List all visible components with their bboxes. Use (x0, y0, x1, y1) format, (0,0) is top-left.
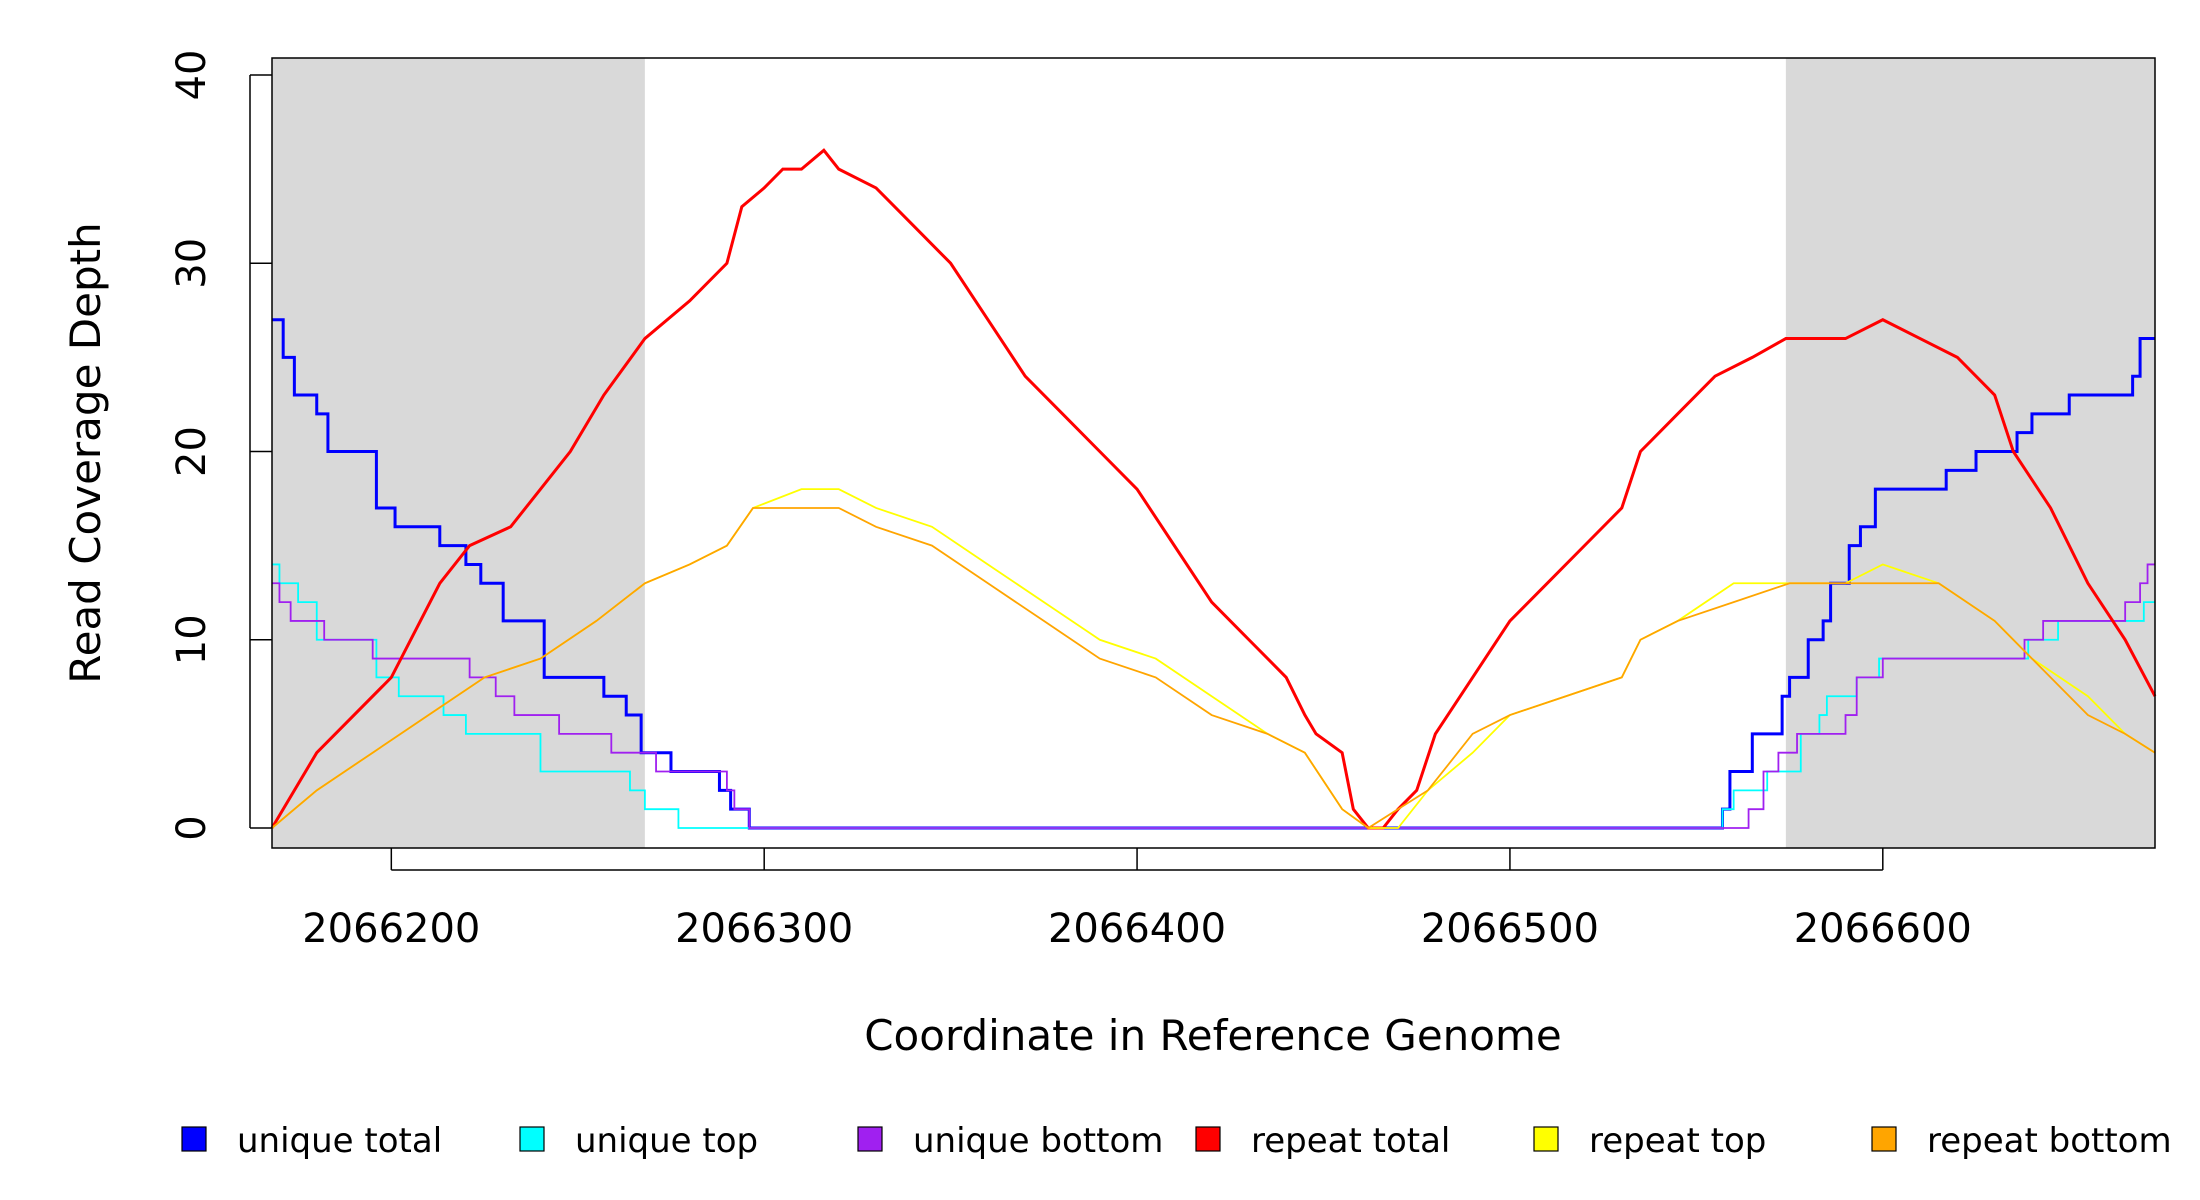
series-lines (270, 148, 2157, 830)
x-tick-label: 2066300 (675, 906, 853, 952)
legend-label-repeat-total: repeat total (1251, 1121, 1450, 1161)
x-tick-label: 2066600 (1794, 906, 1972, 952)
x-tick-label: 2066500 (1421, 906, 1599, 952)
legend-label-unique-total: unique total (237, 1121, 442, 1161)
x-axis-label: Coordinate in Reference Genome (864, 1011, 1562, 1060)
legend-swatch-repeat-total (1195, 1126, 1221, 1152)
y-tick-label: 20 (169, 426, 215, 477)
series-line-repeat-bottom (271, 507, 2156, 830)
legend-label-repeat-top: repeat top (1589, 1121, 1766, 1161)
y-tick-label: 40 (169, 50, 215, 101)
legend-label-unique-top: unique top (575, 1121, 758, 1161)
y-tick-label: 30 (169, 238, 215, 289)
series-line-unique-bottom (272, 563, 2155, 829)
shaded-regions (272, 58, 2155, 848)
legend-swatch-unique-top (519, 1126, 545, 1152)
legend-swatch-repeat-bottom (1871, 1126, 1897, 1152)
x-axis: 2066200 2066300 2066400 2066500 2066600 (302, 848, 1972, 952)
y-axis: 0 10 20 30 40 (169, 50, 272, 841)
y-axis-label: Read Coverage Depth (61, 222, 110, 683)
y-tick-label: 10 (169, 614, 215, 665)
plot-frame (271, 57, 2156, 849)
legend-swatch-unique-total (181, 1126, 207, 1152)
y-tick-label: 0 (169, 815, 215, 840)
legend-label-repeat-bottom: repeat bottom (1927, 1121, 2172, 1161)
x-tick-label: 2066400 (1048, 906, 1226, 952)
legend: unique total unique top unique bottom repea… (181, 1121, 2172, 1161)
legend-label-unique-bottom: unique bottom (913, 1121, 1163, 1161)
legend-swatch-repeat-top (1533, 1126, 1559, 1152)
shaded-region-2 (1785, 58, 2155, 848)
series-line-repeat-total (270, 148, 2157, 830)
legend-swatch-unique-bottom (857, 1126, 883, 1152)
x-tick-label: 2066200 (302, 906, 480, 952)
